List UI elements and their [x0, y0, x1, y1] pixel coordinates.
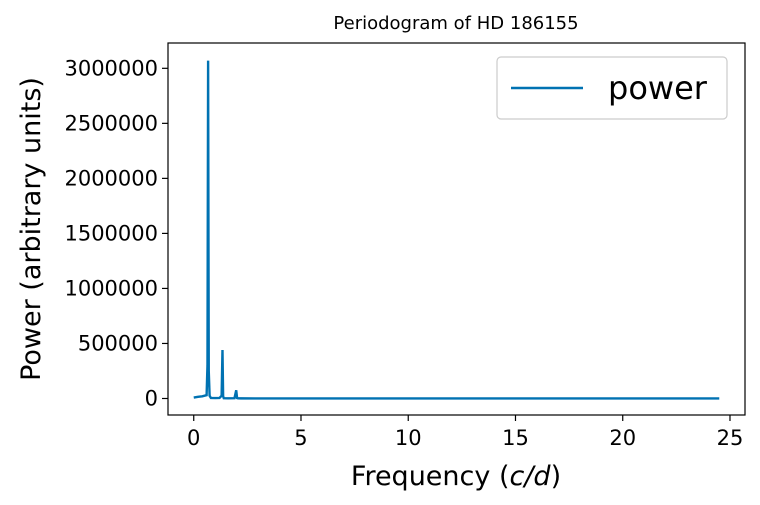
plot-area	[167, 42, 746, 416]
axes-frame	[167, 42, 746, 416]
x-axis-label: Frequency (c/d)	[351, 461, 561, 492]
y-tick-label: 1000000	[64, 276, 158, 300]
x-tick-label: 20	[609, 426, 636, 450]
x-axis-label-suffix: )	[551, 461, 562, 492]
x-axis-ticks: 0 5 10 15 20 25	[187, 415, 743, 450]
series-layer	[193, 60, 720, 400]
y-axis-label: Power (arbitrary units)	[16, 77, 47, 381]
y-tick-label: 2500000	[64, 111, 158, 135]
x-axis-label-italic: c/d	[509, 461, 551, 492]
x-tick-label: 10	[395, 426, 422, 450]
legend: power	[496, 56, 728, 120]
x-tick-label: 25	[717, 426, 744, 450]
y-tick-label: 3000000	[64, 56, 158, 80]
chart-title: Periodogram of HD 186155	[333, 13, 578, 34]
legend-label-power: power	[608, 69, 708, 107]
y-tick-label: 500000	[78, 331, 158, 355]
y-tick-label: 0	[145, 386, 158, 410]
x-tick-label: 0	[187, 426, 200, 450]
y-axis-ticks: 0 500000 1000000 1500000 2000000 2500000 30000…	[64, 56, 168, 410]
x-tick-label: 5	[294, 426, 307, 450]
x-tick-label: 15	[502, 426, 529, 450]
legend-box	[496, 56, 728, 120]
x-axis-label-prefix: Frequency (	[351, 461, 510, 492]
y-tick-label: 2000000	[64, 166, 158, 190]
y-tick-label: 1500000	[64, 221, 158, 245]
series-line-power	[193, 60, 720, 400]
